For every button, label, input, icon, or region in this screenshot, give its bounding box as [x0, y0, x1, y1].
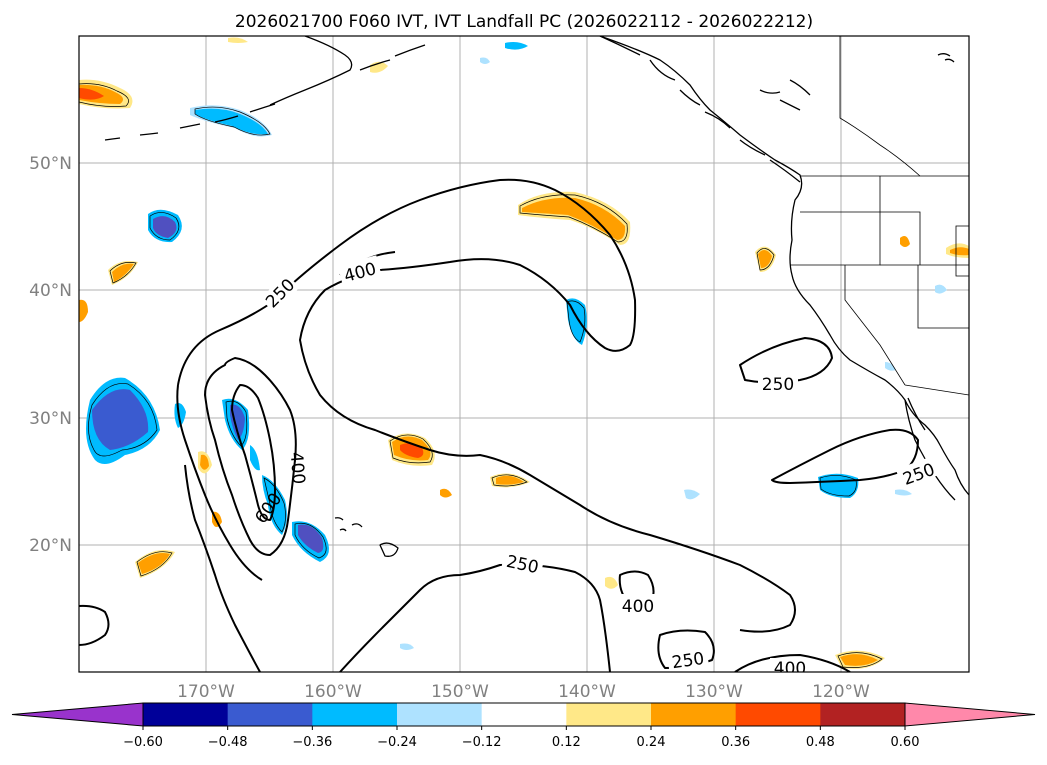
colorbar-tick-label: −0.36 [292, 735, 332, 750]
contour-label-250-e: 250 [671, 649, 706, 673]
political-borders [790, 36, 969, 396]
contour-250-main [177, 178, 796, 633]
ivt-contours [79, 178, 919, 672]
contour-label-400-d: 400 [774, 659, 806, 679]
contour-250-east [771, 428, 919, 484]
coastlines [104, 36, 969, 557]
colorbar-bin-0 [143, 703, 229, 726]
colorbar-bin-8 [820, 703, 906, 726]
colorbar-segments [11, 702, 1036, 727]
longitude-labels: 170°W 160°W 150°W 140°W 130°W 120°W [177, 682, 870, 702]
lon-label-120w: 120°W [812, 682, 870, 702]
colorbar-ticks: −0.60 −0.48 −0.36 −0.24 −0.12 0.12 0.24 0.36 0.4… [123, 726, 919, 750]
lat-label-40n: 40°N [29, 281, 72, 301]
colorbar-tick-label: 0.60 [891, 735, 920, 750]
latitude-labels: 50°N 40°N 30°N 20°N [29, 154, 72, 556]
colorbar-tick-label: 0.48 [806, 735, 835, 750]
contour-label-400-b: 400 [286, 451, 309, 485]
colorbar-tick-label: −0.12 [462, 735, 502, 750]
map-frame [78, 35, 970, 673]
contour-label-250-b: 250 [762, 375, 794, 395]
colorbar-tick-label: −0.48 [208, 735, 248, 750]
colorbar-extend-low [11, 702, 144, 727]
alaska-peninsula [269, 36, 353, 106]
colorbar-bin-1 [227, 703, 313, 726]
lon-label-150w: 150°W [431, 682, 489, 702]
colorbar-bin-6 [651, 703, 737, 726]
lon-label-160w: 160°W [304, 682, 362, 702]
lon-label-140w: 140°W [558, 682, 616, 702]
baja-california [904, 397, 956, 501]
colorbar-tick-label: 0.12 [552, 735, 581, 750]
colorbar-bin-3 [397, 703, 483, 726]
lat-label-20n: 20°N [29, 536, 72, 556]
lon-label-170w: 170°W [177, 682, 235, 702]
colorbar-extend-high [904, 702, 1036, 727]
graticule [79, 36, 969, 672]
colorbar-frame [142, 702, 906, 727]
north-america-coast [599, 36, 969, 496]
pc-outlines [79, 83, 883, 668]
contour-600 [231, 384, 276, 521]
figure-title: 2026021700 F060 IVT, IVT Landfall PC (20… [235, 12, 813, 32]
colorbar-tick-label: −0.24 [377, 735, 417, 750]
colorbar-bin-4 [481, 703, 567, 726]
colorbar-bin-7 [735, 703, 821, 726]
colorbar-tick-label: −0.60 [123, 735, 163, 750]
contour-label-400-c: 400 [622, 597, 654, 617]
lon-label-130w: 130°W [685, 682, 743, 702]
colorbar-bin-5 [566, 703, 652, 726]
lat-label-30n: 30°N [29, 409, 72, 429]
map-panel: 250 400 600 400 250 250 250 400 250 400 [79, 36, 969, 679]
colorbar-tick-label: 0.24 [637, 735, 666, 750]
colorbar-bin-2 [312, 703, 398, 726]
lat-label-50n: 50°N [29, 154, 72, 174]
colorbar-tick-label: 0.36 [721, 735, 750, 750]
hawaii [379, 542, 399, 557]
colorbar: −0.60 −0.48 −0.36 −0.24 −0.12 0.12 0.24 0.36 0.4… [11, 702, 1036, 750]
